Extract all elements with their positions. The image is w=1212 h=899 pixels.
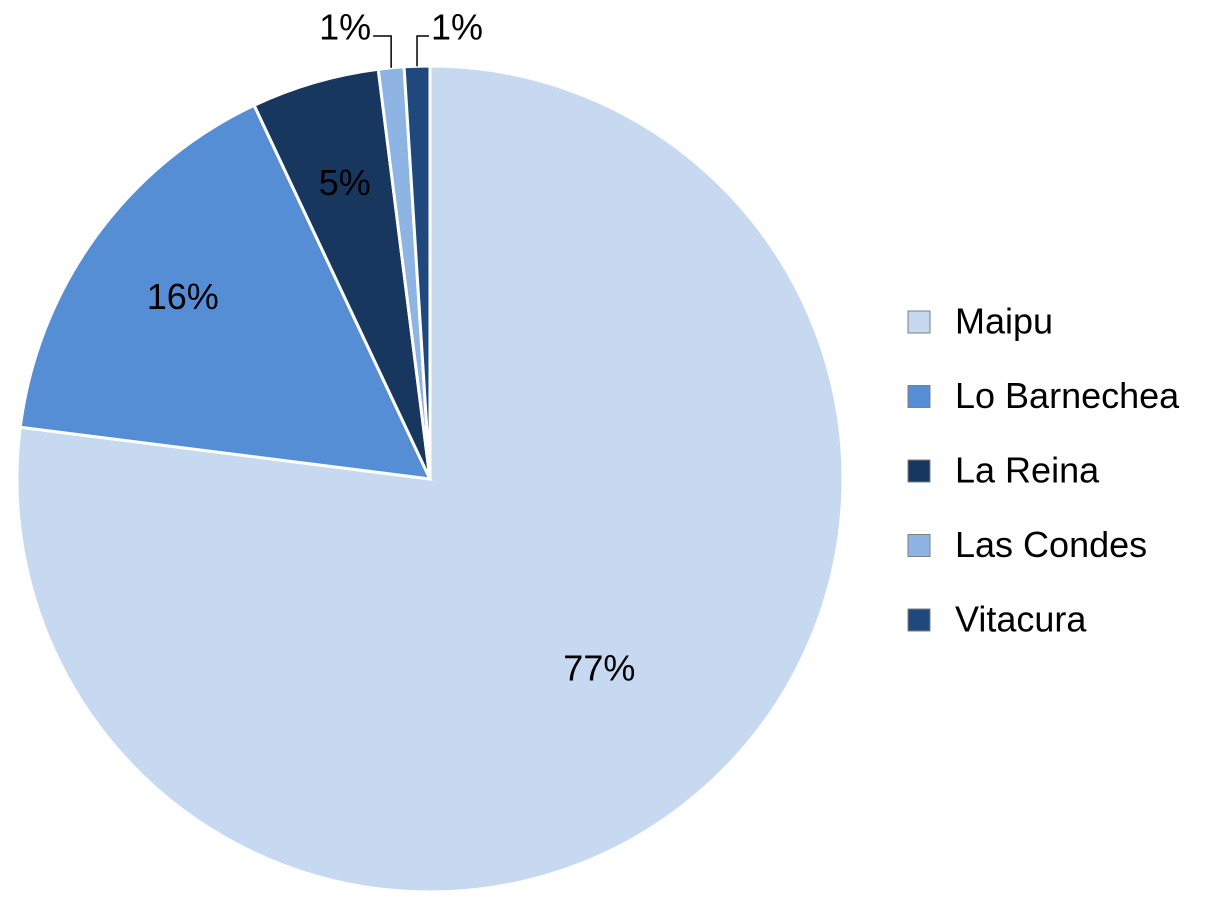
- pie-slice: [402, 64, 432, 480]
- pie-slice: [15, 64, 845, 894]
- data-label: 5%: [319, 162, 371, 203]
- legend-label: Vitacura: [955, 599, 1087, 640]
- data-label: 16%: [147, 276, 219, 317]
- legend-swatch: [907, 608, 931, 632]
- legend-swatch: [907, 459, 931, 483]
- legend-label: Maipu: [955, 301, 1053, 342]
- legend-swatch: [907, 310, 931, 334]
- pie-slice: [18, 103, 433, 481]
- data-label: 1%: [431, 7, 483, 48]
- leader-line: [416, 35, 430, 67]
- legend-swatch: [907, 534, 931, 557]
- data-label: 77%: [563, 648, 635, 689]
- leader-line: [373, 35, 392, 68]
- legend-swatch: [907, 385, 931, 408]
- data-label: 1%: [319, 7, 371, 48]
- legend-label: La Reina: [955, 450, 1100, 491]
- legend-label: Las Condes: [955, 524, 1147, 565]
- legend-label: Lo Barnechea: [955, 375, 1180, 416]
